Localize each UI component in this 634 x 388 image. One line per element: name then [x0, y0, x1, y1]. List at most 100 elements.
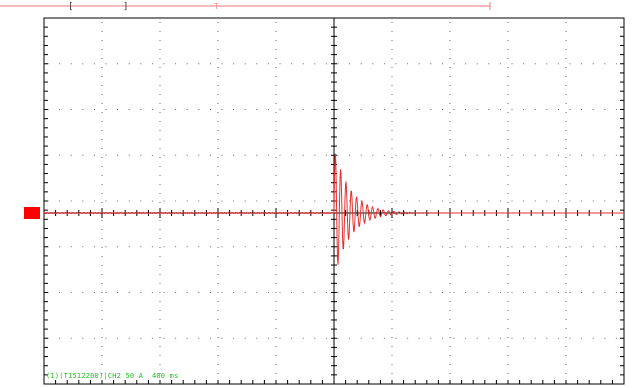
grid-dot [507, 31, 509, 32]
grid-dot [159, 202, 161, 203]
grid-dot [325, 246, 327, 248]
grid-dot [581, 109, 583, 110]
grid-dot [449, 148, 451, 149]
grid-dot [159, 247, 161, 248]
grid-dot [101, 76, 103, 77]
grid-dot [209, 337, 211, 339]
grid-dot [476, 200, 478, 202]
grid-dot [569, 292, 571, 293]
grid-dot [151, 246, 153, 248]
grid-dot [314, 246, 316, 248]
grid-dot [465, 154, 467, 156]
grid-dot [449, 193, 451, 194]
grid-dot [159, 274, 161, 275]
grid-dot [465, 246, 467, 248]
grid-dot [175, 337, 177, 339]
grid-dot [275, 31, 277, 32]
grid-dot [221, 154, 223, 156]
grid-dot [175, 200, 177, 202]
channel-1-marker[interactable]: 1-> [24, 191, 40, 200]
grid-dot [217, 184, 219, 185]
grid-dot [499, 109, 501, 110]
grid-dot [159, 130, 161, 131]
grid-dot [275, 166, 277, 167]
grid-dot [507, 301, 509, 302]
grid-dot [233, 246, 235, 248]
grid-dot [449, 76, 451, 77]
grid-dot [441, 337, 443, 339]
grid-dot [569, 200, 571, 202]
grid-dot [391, 166, 393, 167]
grid-dot [565, 166, 567, 167]
grid-dot [101, 283, 103, 284]
grid-dot [159, 364, 161, 365]
grid-dot [383, 200, 385, 202]
grid-dot [565, 238, 567, 239]
grid-dot [101, 58, 103, 59]
grid-dot [511, 109, 513, 110]
grid-dot [565, 175, 567, 176]
grid-dot [186, 337, 188, 339]
grid-dot [175, 292, 177, 293]
grid-dot [372, 154, 374, 156]
grid-dot [291, 246, 293, 248]
grid-dot [391, 49, 393, 50]
grid-dot [217, 373, 219, 374]
grid-dot [291, 337, 293, 339]
grid-dot [209, 200, 211, 202]
grid-dot [256, 246, 258, 248]
grid-dot [101, 319, 103, 320]
grid-dot [391, 364, 393, 365]
grid-dot [565, 130, 567, 131]
grid-dot [349, 337, 351, 339]
grid-dot [391, 229, 393, 230]
grid-dot [507, 265, 509, 266]
grid-dot [360, 63, 362, 65]
grid-dot [159, 40, 161, 41]
grid-dot [507, 319, 509, 320]
grid-dot [407, 246, 409, 248]
grid-dot [592, 200, 594, 202]
grid-dot [217, 364, 219, 365]
grid-dot [159, 94, 161, 95]
grid-dot [101, 220, 103, 221]
grid-dot [325, 337, 327, 339]
grid-dot [217, 103, 219, 104]
grid-dot [604, 109, 606, 110]
grid-dot [159, 22, 161, 23]
grid-dot [217, 292, 219, 293]
grid-dot [275, 40, 277, 41]
grid-dot [453, 200, 455, 202]
grid-dot [499, 246, 501, 248]
grid-dot [391, 157, 393, 158]
channel-1-trace [43, 153, 624, 265]
grid-dot [383, 63, 385, 65]
grid-dot [217, 112, 219, 113]
grid-dot [391, 292, 393, 293]
grid-dot [449, 283, 451, 284]
grid-dot [275, 193, 277, 194]
grid-dot [511, 200, 513, 202]
grid-dot [534, 246, 536, 248]
grid-dot [217, 355, 219, 356]
grid-dot [449, 49, 451, 50]
grid-dot [217, 148, 219, 149]
grid-dot [59, 109, 61, 110]
grid-dot [507, 373, 509, 374]
grid-dot [117, 200, 119, 202]
grid-dot [82, 246, 84, 248]
grid-dot [507, 256, 509, 257]
grid-dot [93, 109, 95, 110]
grid-dot [449, 229, 451, 230]
grid-dot [383, 154, 385, 156]
grid-dot [592, 154, 594, 156]
grid-dot [507, 328, 509, 329]
grid-dot [275, 175, 277, 176]
grid-dot [615, 337, 617, 339]
grid-dot [565, 139, 567, 140]
grid-dot [507, 229, 509, 230]
grid-dot [217, 67, 219, 68]
grid-dot [349, 292, 351, 293]
grid-dot [449, 373, 451, 374]
grid-dot [465, 292, 467, 293]
